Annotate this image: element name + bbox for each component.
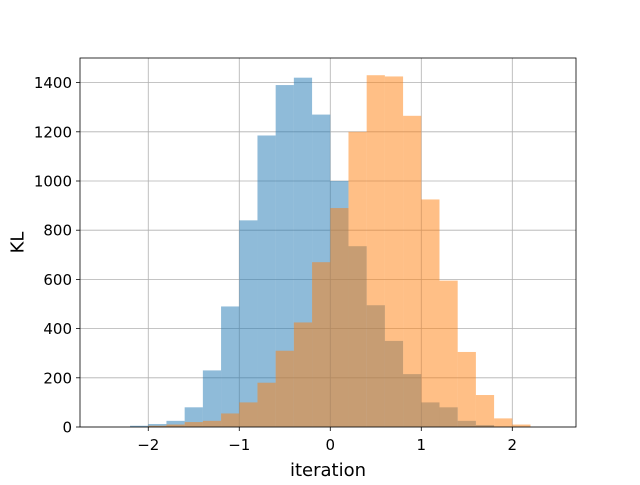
- histogram-bar: [202, 420, 222, 427]
- histogram-bar: [457, 351, 476, 427]
- histogram-bar: [421, 199, 440, 427]
- y-tick-label: 800: [43, 222, 72, 240]
- histogram-bar: [330, 208, 349, 427]
- x-tick-label: −2: [137, 436, 159, 454]
- x-tick-label: 0: [326, 436, 336, 454]
- x-axis-label: iteration: [290, 460, 366, 480]
- axis-ticks: −2 −1 0 1 2 0 200 400 600 800 1000 1200 1400: [34, 74, 517, 454]
- y-tick-label: 1000: [34, 173, 72, 191]
- histogram-bar: [512, 424, 531, 427]
- histogram-bar: [148, 424, 167, 427]
- x-tick-label: 1: [417, 436, 427, 454]
- y-tick-label: 1200: [34, 123, 72, 141]
- histogram-bar: [384, 76, 404, 427]
- histogram-bar: [239, 402, 258, 427]
- histogram-bar: [475, 395, 495, 427]
- y-tick-label: 600: [43, 271, 72, 289]
- histogram-bar: [403, 115, 422, 427]
- histogram-bar: [312, 262, 331, 427]
- histogram-bar: [239, 220, 258, 427]
- histogram-bars: [130, 75, 531, 428]
- histogram-bar: [348, 131, 367, 428]
- histogram-bar: [202, 370, 222, 427]
- histogram-bar: [293, 322, 313, 427]
- y-axis-label: KL: [7, 232, 28, 254]
- series-2-bars: [148, 75, 531, 428]
- histogram-bar: [275, 350, 294, 427]
- histogram-bar: [148, 425, 167, 427]
- y-tick-label: 400: [43, 320, 72, 338]
- plot-frame: [79, 57, 577, 428]
- histogram-bar: [130, 425, 149, 427]
- histogram-bar: [221, 413, 240, 427]
- histogram-bar: [184, 422, 203, 427]
- histogram-bar: [494, 418, 513, 427]
- histogram-bar: [257, 135, 276, 428]
- histogram-bar: [166, 424, 185, 427]
- histogram-bar: [275, 85, 294, 427]
- histogram-bar: [221, 306, 240, 427]
- y-tick-label: 0: [62, 419, 72, 437]
- y-tick-label: 200: [43, 369, 72, 387]
- x-tick-label: 2: [508, 436, 518, 454]
- histogram-bar: [257, 382, 276, 427]
- histogram-bar: [366, 75, 385, 427]
- histogram-bar: [439, 280, 458, 427]
- histogram-bar: [166, 420, 185, 427]
- y-tick-label: 1400: [34, 74, 72, 92]
- x-tick-label: −1: [228, 436, 250, 454]
